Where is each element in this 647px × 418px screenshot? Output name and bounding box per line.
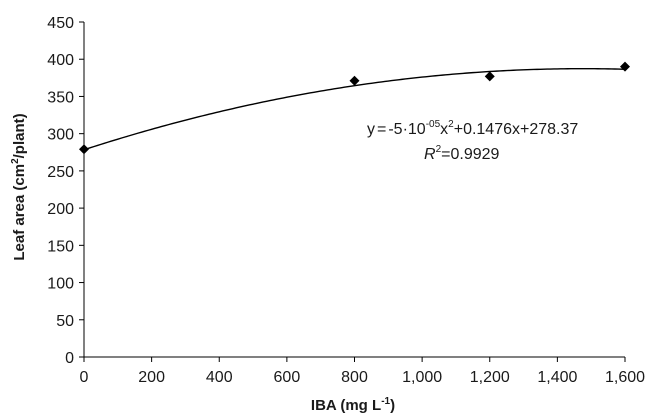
- axes: [83, 22, 625, 358]
- y-tick-label: 400: [47, 52, 74, 69]
- x-tick-label: 0: [80, 369, 89, 386]
- data-point-marker: [620, 61, 630, 72]
- y-axis-title: Leaf area (cm2/plant): [10, 113, 28, 260]
- y-tick-label: 300: [47, 127, 74, 144]
- data-points: [79, 61, 630, 155]
- x-tick-label: 400: [206, 369, 233, 386]
- ticks: 0 50 100 150 200 250 300 350 400 450 0 200 400 600 800…: [47, 15, 645, 386]
- trendline-r-squared: R2=0.9929: [424, 144, 500, 163]
- x-tick-label: 600: [274, 369, 301, 386]
- y-tick-label: 250: [47, 164, 74, 181]
- trendline-equation: y = -5·10-05x2+0.1476x+278.37: [367, 119, 578, 138]
- x-tick-label: 800: [341, 369, 368, 386]
- x-tick-label: 1,200: [470, 369, 510, 386]
- y-tick-label: 0: [65, 350, 74, 367]
- y-tick-label: 100: [47, 276, 74, 293]
- x-axis-title: IBA (mg L-1): [311, 396, 395, 414]
- y-tick-label: 200: [47, 201, 74, 218]
- y-tick-label: 150: [47, 238, 74, 255]
- x-tick-label: 1,600: [605, 369, 645, 386]
- x-tick-label: 1,400: [537, 369, 577, 386]
- y-tick-label: 450: [47, 15, 74, 32]
- x-tick-label: 1,000: [402, 369, 442, 386]
- y-tick-label: 50: [56, 313, 74, 330]
- data-point-marker: [79, 144, 89, 155]
- data-point-marker: [484, 71, 495, 82]
- data-point-marker: [349, 75, 360, 86]
- y-tick-label: 350: [47, 89, 74, 106]
- x-tick-label: 200: [138, 369, 165, 386]
